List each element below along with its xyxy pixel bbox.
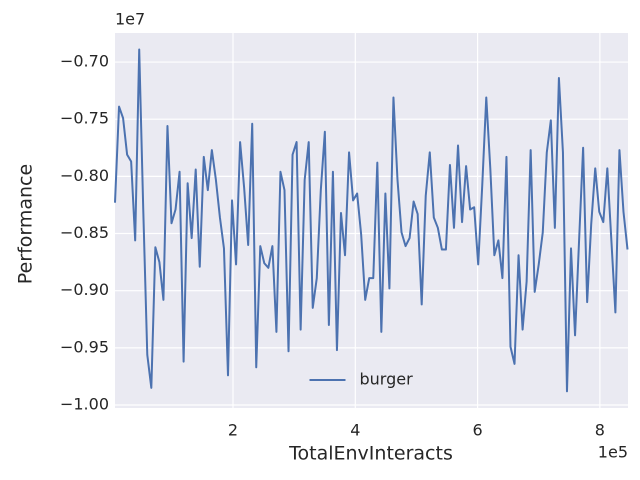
marks [114,48,629,393]
y-offset: 1e7 [115,10,145,29]
y-tick-label: −0.85 [60,223,109,242]
data-line [114,48,629,393]
y-tick-label: −1.00 [60,395,109,414]
y-axis-label: Performance [15,164,37,284]
y-tick-label: −0.80 [60,166,109,185]
x-tick-label: 6 [472,421,482,440]
x-axis-label: TotalEnvInteracts [288,443,453,465]
y-tick-label: −0.75 [60,109,109,128]
x-tick-label: 2 [228,421,238,440]
x-tick-label: 4 [350,421,360,440]
y-tick-label: −0.70 [60,52,109,71]
legend-label: burger [360,370,414,389]
y-tick-label: −0.90 [60,280,109,299]
x-offset: 1e5 [598,443,628,462]
x-tick-label: 8 [595,421,605,440]
legend: burger [309,370,414,389]
y-tick-label: −0.95 [60,337,109,356]
grid [115,33,628,408]
